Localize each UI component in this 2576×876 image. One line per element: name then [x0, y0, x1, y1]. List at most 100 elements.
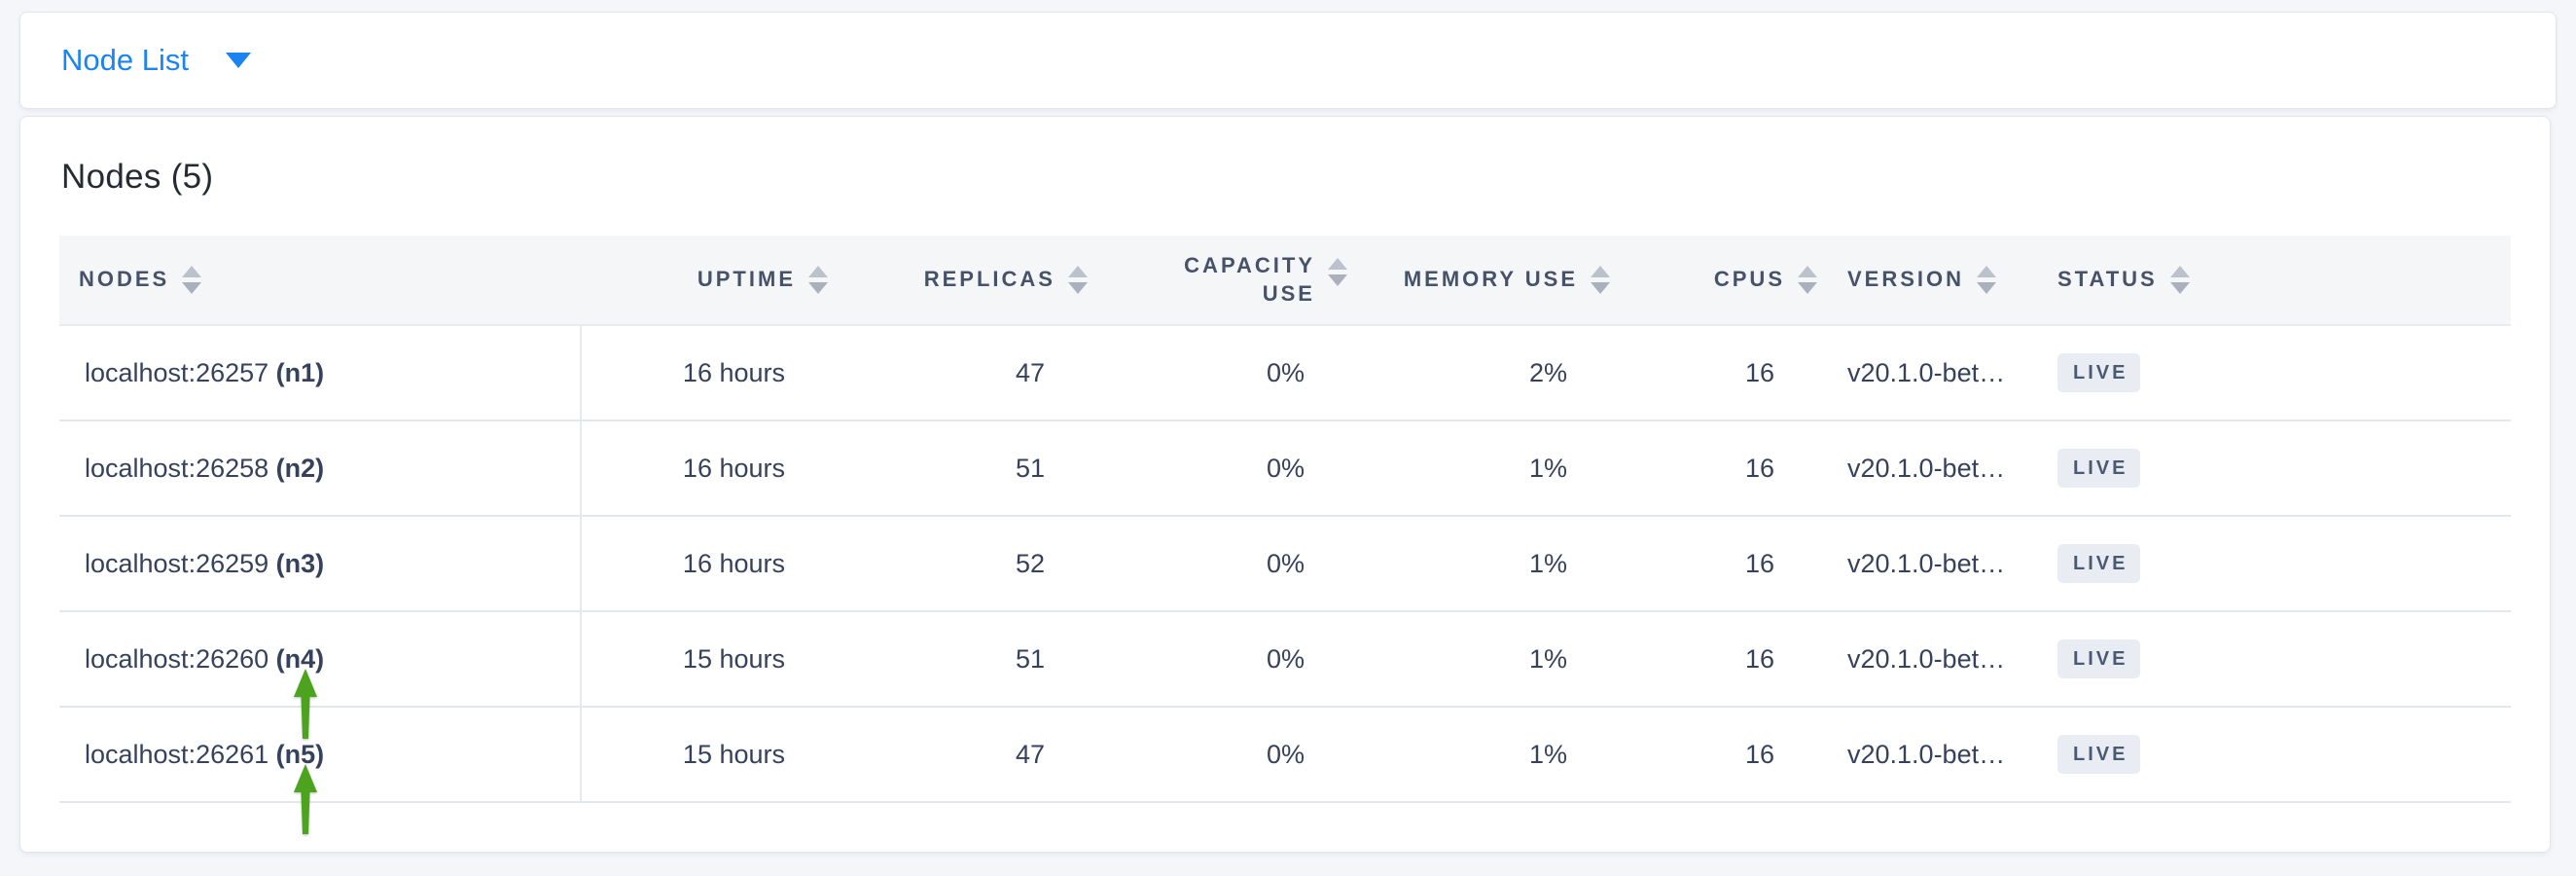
replicas-cell: 52 — [834, 516, 1093, 612]
sort-up-icon — [1798, 266, 1817, 277]
capacity_use-cell: 0% — [1093, 707, 1353, 803]
sort-down-icon — [1328, 274, 1347, 286]
uptime-cell: 15 hours — [581, 611, 834, 708]
version-cell: v20.1.0-bet… — [1823, 516, 2042, 612]
capacity_use-cell: 0% — [1093, 611, 1353, 708]
status-badge: LIVE — [2057, 449, 2141, 488]
nodes-cell: localhost:26259 (n3) — [59, 516, 582, 612]
node-id: (n3) — [275, 548, 325, 578]
sort-up-icon — [2169, 266, 2190, 277]
nodes-table-body: localhost:26257 (n1) 16 hours 47 0% 2% 16 v20.… — [59, 325, 2511, 834]
replicas-cell: 51 — [834, 611, 1093, 708]
sort-up-icon — [1591, 266, 1610, 277]
column-header-label: VERSION — [1847, 267, 1965, 292]
column-header-replicas[interactable]: REPLICAS — [834, 236, 1093, 326]
replicas-cell: 47 — [834, 325, 1093, 421]
sort-arrows-icon — [1591, 266, 1610, 294]
sort-up-icon — [1068, 266, 1088, 277]
node-address: localhost:26258 — [85, 453, 276, 483]
column-header-label: MEMORY USE — [1403, 267, 1578, 292]
cpus-cell: 16 — [1616, 707, 1823, 803]
status-badge: LIVE — [2057, 544, 2141, 583]
capacity_use-cell: 0% — [1093, 516, 1353, 612]
memory_use-cell: 1% — [1353, 420, 1616, 517]
sort-down-icon — [182, 282, 202, 294]
column-header-version[interactable]: VERSION — [1823, 236, 2042, 326]
version-cell: v20.1.0-bet… — [1823, 611, 2042, 708]
uptime-cell: 16 hours — [581, 420, 834, 517]
node-id: (n2) — [275, 453, 325, 483]
node-id: (n4) — [275, 643, 325, 674]
table-row[interactable]: localhost:26259 (n3) 16 hours 52 0% 1% 16 v20.… — [59, 516, 2511, 612]
node-address: localhost:26260 — [85, 643, 276, 674]
version-cell: v20.1.0-bet… — [1823, 325, 2042, 421]
sort-down-icon — [1798, 282, 1817, 294]
version-cell: v20.1.0-bet… — [1823, 420, 2042, 517]
memory_use-cell: 1% — [1353, 611, 1616, 708]
cpus-cell: 16 — [1616, 325, 1823, 421]
table-row[interactable]: localhost:26260 (n4) 15 hours 51 0% 1% 16 v20.… — [59, 611, 2511, 739]
cpus-cell: 16 — [1616, 516, 1823, 612]
column-header-label: CAPACITY USE — [1184, 252, 1315, 306]
green-up-arrow-icon — [294, 763, 317, 834]
column-header-label: CPUS — [1713, 267, 1785, 292]
column-header-capacity_use[interactable]: CAPACITY USE — [1093, 236, 1353, 326]
node-id: (n5) — [275, 739, 325, 769]
table-row[interactable]: localhost:26261 (n5) 15 hours 47 0% 1% 16 v20.… — [59, 707, 2511, 834]
status-badge: LIVE — [2057, 353, 2141, 392]
memory_use-cell: 1% — [1353, 516, 1616, 612]
sort-down-icon — [2169, 282, 2190, 294]
node-address: localhost:26259 — [85, 548, 276, 578]
sort-arrows-icon — [1977, 266, 1997, 294]
sort-arrows-icon — [808, 266, 828, 294]
nodes-table-header-row: NODES UPTIME REPLICAS CAPACITY USE MEMORY US… — [59, 236, 2511, 326]
table-row[interactable]: localhost:26257 (n1) 16 hours 47 0% 2% 16 v20.… — [59, 325, 2511, 421]
memory_use-cell: 1% — [1353, 707, 1616, 803]
status-cell: LIVE — [2042, 707, 2511, 803]
column-header-nodes[interactable]: NODES — [59, 236, 581, 326]
nodes-cell: localhost:26258 (n2) — [59, 420, 582, 517]
nodes-cell: localhost:26260 (n4) — [59, 611, 582, 739]
nodes-card: Nodes (5) NODES UPTIME REPLICAS CAPACITY US… — [19, 116, 2551, 853]
sort-up-icon — [808, 266, 828, 277]
topbar: Node List — [19, 12, 2557, 109]
sort-arrows-icon — [1798, 266, 1817, 294]
cpus-cell: 16 — [1616, 611, 1823, 708]
replicas-cell: 47 — [834, 707, 1093, 803]
replicas-cell: 51 — [834, 420, 1093, 517]
green-up-arrow-icon — [294, 668, 317, 739]
column-header-label: NODES — [79, 267, 170, 292]
capacity_use-cell: 0% — [1093, 325, 1353, 421]
sort-arrows-icon — [2169, 266, 2190, 294]
status-cell: LIVE — [2042, 611, 2511, 708]
sort-arrows-icon — [182, 266, 202, 294]
nodes-cell: localhost:26261 (n5) — [59, 707, 582, 834]
column-header-cpus[interactable]: CPUS — [1616, 236, 1823, 326]
status-cell: LIVE — [2042, 325, 2511, 421]
nodes-table: NODES UPTIME REPLICAS CAPACITY USE MEMORY US… — [59, 236, 2511, 834]
sort-arrows-icon — [1328, 257, 1347, 286]
nodes-cell: localhost:26257 (n1) — [59, 325, 582, 421]
column-header-label: REPLICAS — [923, 267, 1055, 292]
sort-up-icon — [1328, 257, 1347, 270]
node-id: (n1) — [275, 357, 325, 387]
column-header-memory_use[interactable]: MEMORY USE — [1353, 236, 1616, 326]
view-dropdown-button[interactable]: Node List — [61, 43, 251, 78]
column-header-uptime[interactable]: UPTIME — [581, 236, 834, 326]
sort-down-icon — [1977, 282, 1997, 294]
column-header-label: UPTIME — [697, 267, 796, 292]
column-header-status[interactable]: STATUS — [2042, 236, 2511, 326]
table-row[interactable]: localhost:26258 (n2) 16 hours 51 0% 1% 16 v20.… — [59, 420, 2511, 517]
version-cell: v20.1.0-bet… — [1823, 707, 2042, 803]
status-cell: LIVE — [2042, 516, 2511, 612]
column-header-label: STATUS — [2057, 267, 2158, 292]
sort-down-icon — [1068, 282, 1088, 294]
page-title: Nodes (5) — [61, 158, 214, 196]
sort-down-icon — [808, 282, 828, 294]
node-address: localhost:26261 — [85, 739, 276, 769]
sort-down-icon — [1591, 282, 1610, 294]
status-badge: LIVE — [2057, 735, 2141, 774]
status-cell: LIVE — [2042, 420, 2511, 517]
uptime-cell: 15 hours — [581, 707, 834, 803]
sort-arrows-icon — [1068, 266, 1088, 294]
